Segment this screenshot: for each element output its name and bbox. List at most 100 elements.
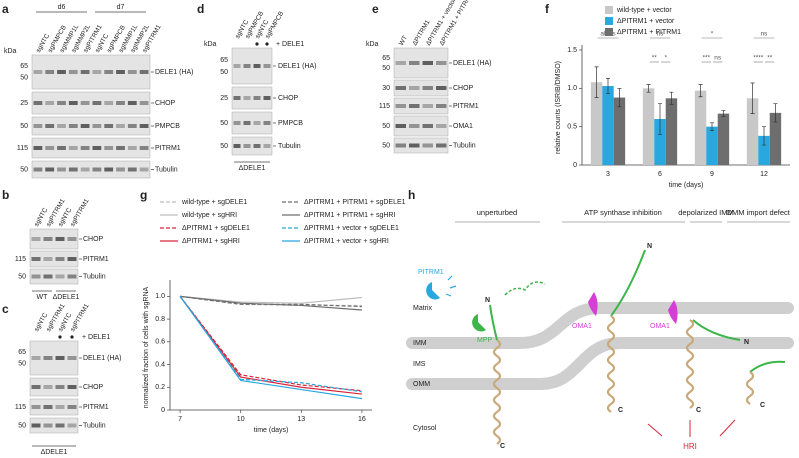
compartment-label: IMM	[413, 340, 427, 347]
legend-swatch	[605, 17, 613, 25]
footer-label: ΔDELE1	[239, 165, 266, 172]
x-tick-label: 7	[178, 416, 182, 423]
treatment-dot	[70, 335, 74, 339]
terminus-label: C	[618, 407, 623, 414]
bar	[706, 126, 718, 165]
group-label: d6	[58, 4, 66, 11]
blot-band	[80, 167, 90, 172]
footer-label: ΔDELE1	[53, 294, 80, 301]
diagram-shapes	[406, 221, 794, 437]
row-label: CHOP	[155, 100, 176, 107]
x-tick-label: 16	[358, 416, 366, 423]
y-tick-label: 1.5	[567, 47, 577, 54]
row-label: CHOP	[83, 236, 104, 243]
footer-label: ΔDELE1	[41, 449, 68, 456]
blot-band	[253, 96, 261, 100]
lane-label: WT	[398, 35, 409, 47]
blot-band	[409, 86, 420, 90]
blot-band	[422, 86, 433, 90]
compartment-label: Cytosol	[413, 425, 437, 432]
kda-marker: 65	[20, 63, 28, 70]
blot-band	[116, 146, 125, 150]
series-line	[179, 295, 362, 392]
cleaved-peptide	[504, 281, 546, 296]
blot-strip	[29, 250, 79, 268]
legend-label: ΔPITRM1 + vector	[617, 18, 675, 25]
bar	[769, 112, 782, 165]
error-bar	[606, 78, 610, 95]
blot-band	[422, 143, 433, 148]
condition-label: ATP synthase inhibition	[584, 208, 662, 217]
blot-band	[68, 101, 78, 105]
blot-band	[127, 124, 137, 128]
kda-marker: 25	[20, 100, 28, 107]
blot-strip	[29, 340, 79, 376]
row-label: PITRM1	[155, 145, 181, 152]
row-label: Tubulin	[278, 143, 301, 150]
error-bar	[710, 122, 714, 131]
blot-band	[55, 405, 65, 409]
legend-label: ΔPITRM1 + sgDELE1	[182, 225, 250, 232]
kda-marker: 65	[18, 349, 26, 356]
blot-band	[55, 356, 65, 360]
treatment-dot	[265, 42, 269, 46]
protein-chain	[606, 315, 616, 413]
blot-band	[436, 61, 447, 65]
row-label: DELE1 (HA)	[453, 60, 492, 67]
blot-band	[43, 274, 53, 279]
blot-band	[395, 124, 406, 128]
blot-band	[139, 146, 149, 150]
y-tick-label: 0.2	[155, 384, 165, 391]
blot-band	[127, 70, 137, 74]
blot-strip	[393, 79, 449, 97]
blot-band	[31, 274, 41, 279]
blot-band	[243, 64, 251, 68]
y-tick-label: 0.6	[155, 339, 165, 346]
y-tick-label: 0.8	[155, 316, 165, 323]
blot-band	[116, 167, 125, 172]
bar	[746, 98, 759, 165]
blot-strip	[231, 47, 273, 85]
legend-label: wild-type + sgHRI	[181, 212, 237, 219]
blot-band	[104, 167, 114, 172]
blot-band	[57, 124, 66, 128]
bar	[590, 82, 603, 165]
compartment-label: IMS	[413, 361, 426, 368]
blot-strip	[393, 47, 449, 79]
blot-band	[31, 257, 41, 261]
legend-swatch	[605, 6, 613, 14]
blot-band	[233, 64, 241, 68]
blot-band	[31, 385, 41, 389]
x-tick-label: 12	[760, 171, 768, 178]
blot-band	[253, 121, 261, 125]
blot-strip	[231, 136, 273, 156]
terminus-label: N	[485, 297, 490, 304]
lane-label: sgPITRM1	[69, 197, 91, 227]
treatment-dot	[255, 42, 259, 46]
footer-label: WT	[37, 294, 49, 301]
protein-label: MPP	[477, 337, 493, 344]
blot-band	[31, 423, 41, 428]
blot-strip	[29, 377, 79, 397]
blot-band	[67, 274, 77, 279]
fragments	[445, 275, 457, 297]
blot-band	[55, 385, 65, 389]
sig-label: **	[767, 55, 773, 62]
x-axis-label: time (days)	[254, 427, 289, 434]
blot-strip	[29, 398, 79, 416]
bar	[665, 98, 678, 165]
treatment-label: + DELE1	[82, 334, 110, 341]
sig-label: **	[652, 55, 658, 62]
blot-strip	[29, 268, 79, 285]
omm-membrane	[406, 337, 794, 390]
lane-label: sgPITRM1	[69, 302, 91, 332]
blot-band	[395, 61, 406, 65]
x-tick-label: 13	[297, 416, 305, 423]
blot-band	[243, 96, 251, 100]
y-tick-label: 1.0	[567, 85, 577, 92]
treatment-dot	[58, 335, 62, 339]
blot-band	[43, 385, 53, 389]
blot-band	[55, 274, 65, 279]
oma1-shape	[588, 292, 598, 316]
